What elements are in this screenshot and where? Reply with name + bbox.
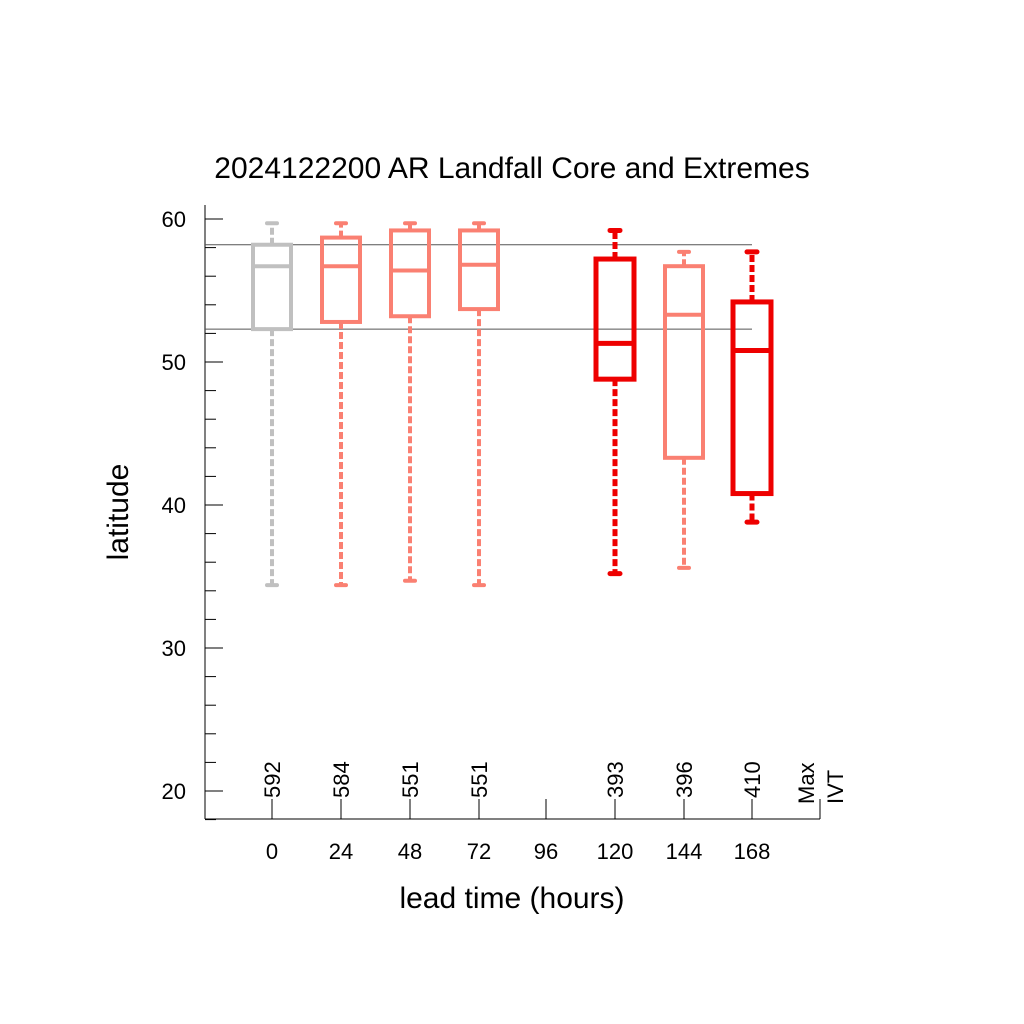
box-120 bbox=[593, 227, 637, 577]
sample-count: 584 bbox=[329, 761, 354, 798]
x-tick-label: 72 bbox=[467, 839, 491, 864]
sample-count: 592 bbox=[260, 761, 285, 798]
sample-count: 396 bbox=[672, 761, 697, 798]
max-label: Max bbox=[794, 762, 819, 804]
y-tick-label: 60 bbox=[162, 207, 186, 232]
y-tick-label: 40 bbox=[162, 493, 186, 518]
box-0 bbox=[251, 221, 293, 588]
x-tick-label: 96 bbox=[534, 839, 558, 864]
x-tick-label: 168 bbox=[734, 839, 771, 864]
boxes-group bbox=[251, 221, 774, 588]
box-72 bbox=[458, 221, 500, 588]
box-iqr bbox=[593, 256, 637, 382]
box-iqr bbox=[663, 264, 705, 460]
chart-title: 2024122200 AR Landfall Core and Extremes bbox=[214, 152, 809, 185]
max-ivt-label: Max IVT bbox=[794, 762, 848, 804]
box-iqr bbox=[730, 299, 774, 497]
sample-count: 551 bbox=[398, 761, 423, 798]
y-tick-label: 30 bbox=[162, 636, 186, 661]
sample-count: 393 bbox=[603, 761, 628, 798]
y-tick-label: 20 bbox=[162, 779, 186, 804]
sample-count: 410 bbox=[740, 761, 765, 798]
x-tick-label: 120 bbox=[597, 839, 634, 864]
box-iqr bbox=[251, 242, 293, 332]
box-24 bbox=[320, 221, 362, 588]
y-axis-title: latitude bbox=[102, 464, 135, 561]
y-tick-label: 50 bbox=[162, 350, 186, 375]
sample-count: 551 bbox=[467, 761, 492, 798]
y-axis: 20 30 40 50 60 bbox=[162, 205, 223, 821]
box-144 bbox=[663, 249, 705, 570]
x-tick-label: 144 bbox=[666, 839, 703, 864]
x-axis: 0 24 48 72 96 120 144 168 bbox=[205, 799, 821, 864]
box-iqr bbox=[389, 228, 431, 319]
x-tick-label: 48 bbox=[398, 839, 422, 864]
x-tick-label: 0 bbox=[266, 839, 278, 864]
box-168 bbox=[730, 249, 774, 525]
ivt-label: IVT bbox=[823, 770, 848, 804]
sample-counts: 592 584 551 551 393 396 410 bbox=[260, 761, 765, 798]
x-tick-label: 24 bbox=[329, 839, 353, 864]
x-axis-title: lead time (hours) bbox=[399, 882, 624, 915]
box-iqr bbox=[458, 228, 500, 312]
box-iqr bbox=[320, 235, 362, 324]
box-48 bbox=[389, 221, 431, 583]
